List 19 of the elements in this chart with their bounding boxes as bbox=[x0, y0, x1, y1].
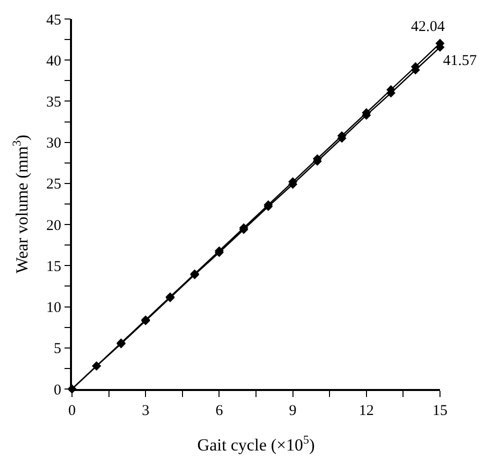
y-tick-label: 10 bbox=[46, 300, 62, 316]
y-tick-label: 25 bbox=[46, 176, 62, 193]
x-axis-title: Gait cycle (×10$^{5}$) bbox=[197, 432, 315, 454]
y-tick-label: 35 bbox=[46, 94, 62, 110]
y-tick-label: 5 bbox=[54, 341, 62, 358]
x-tick-label: 6 bbox=[215, 402, 224, 419]
x-tick-label: 9 bbox=[289, 402, 297, 419]
x-tick-label: 0 bbox=[68, 402, 76, 419]
data-label: 42.04 bbox=[411, 19, 446, 35]
y-tick-label: 15 bbox=[46, 258, 62, 275]
data-label: 41.57 bbox=[443, 53, 478, 69]
y-tick-label: 0 bbox=[54, 382, 62, 398]
y-tick-label: 20 bbox=[46, 218, 62, 234]
y-tick-label: 40 bbox=[46, 53, 62, 70]
y-tick-label: 30 bbox=[46, 136, 62, 152]
x-tick-label: 3 bbox=[142, 402, 150, 419]
x-tick-label: 15 bbox=[432, 402, 448, 419]
x-tick-label: 12 bbox=[358, 402, 374, 419]
y-tick-label: 45 bbox=[46, 12, 62, 28]
